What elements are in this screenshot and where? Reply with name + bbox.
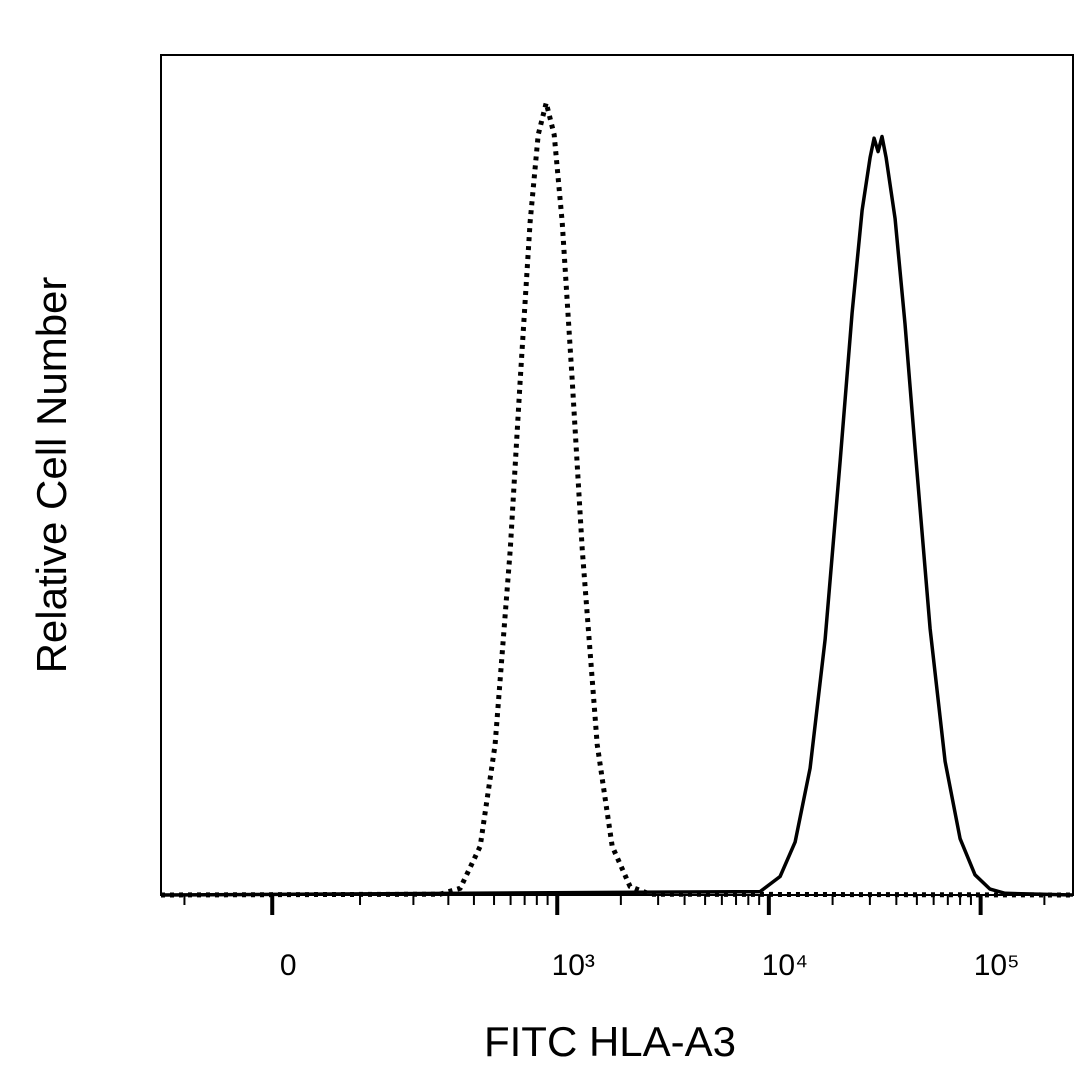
x-axis-title: FITC HLA-A3 [484,1018,736,1065]
x-tick-label: 0 [280,949,297,982]
x-tick-label: 10⁵ [974,949,1020,982]
histogram-line [160,100,1074,898]
plot-frame [160,54,1074,896]
x-tick-label: 10⁴ [762,949,808,982]
y-axis-title: Relative Cell Number [28,277,75,674]
histogram-line [160,134,1074,897]
x-tick-label: 10³ [552,949,595,982]
